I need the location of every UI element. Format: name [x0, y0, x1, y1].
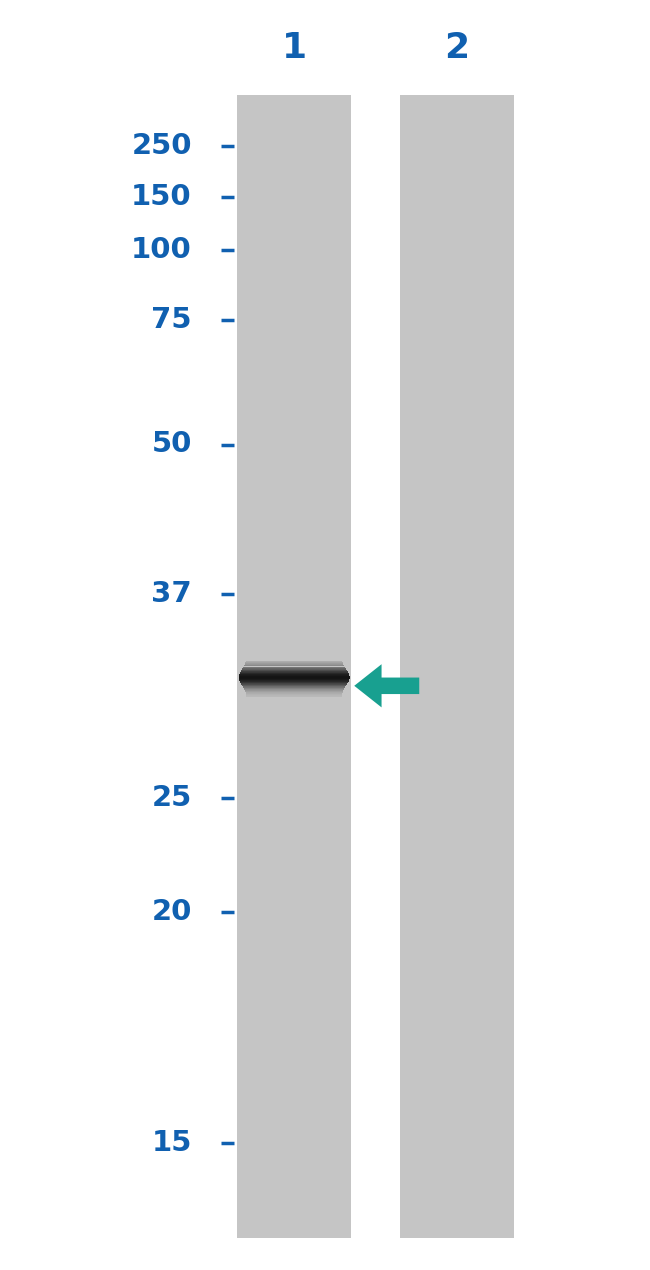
Text: 100: 100 [131, 236, 192, 264]
Text: 25: 25 [151, 784, 192, 812]
Text: 250: 250 [131, 132, 192, 160]
Text: 1: 1 [282, 32, 307, 65]
Text: 20: 20 [151, 898, 192, 926]
Text: 50: 50 [151, 431, 192, 458]
Text: 37: 37 [151, 580, 192, 608]
Bar [237, 95, 351, 1238]
Text: 2: 2 [445, 32, 469, 65]
Bar [400, 95, 514, 1238]
Text: 75: 75 [151, 306, 192, 334]
FancyArrow shape [354, 664, 419, 707]
Text: 15: 15 [151, 1129, 192, 1157]
Text: 150: 150 [131, 183, 192, 211]
